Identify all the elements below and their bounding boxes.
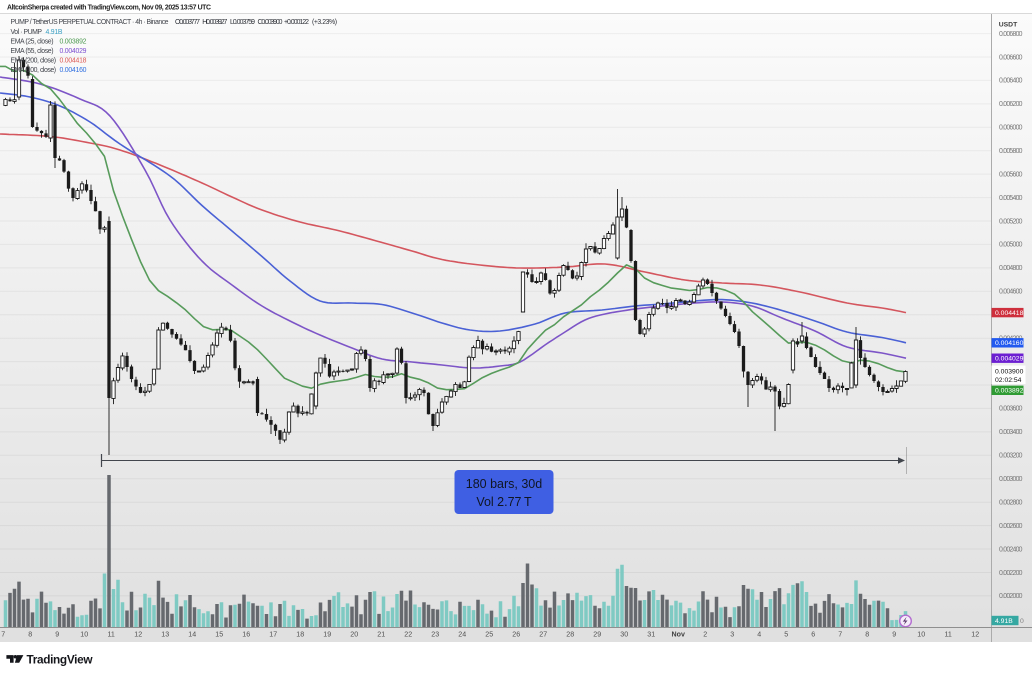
svg-text:9: 9 (892, 631, 896, 639)
svg-text:5: 5 (784, 631, 788, 639)
svg-text:4: 4 (757, 631, 761, 639)
svg-text:H0.003927: H0.003927 (202, 19, 227, 26)
svg-text:0.005200: 0.005200 (999, 218, 1023, 225)
svg-text:14: 14 (188, 631, 196, 639)
svg-text:(+3.23%): (+3.23%) (312, 19, 337, 26)
svg-text:EMA (25, close): EMA (25, close) (11, 38, 54, 45)
svg-text:+0.000122: +0.000122 (284, 19, 309, 26)
svg-text:0.004160: 0.004160 (60, 67, 87, 74)
svg-text:30: 30 (620, 631, 628, 639)
svg-text:8: 8 (28, 631, 32, 639)
svg-text:0.002200: 0.002200 (999, 570, 1023, 577)
svg-text:27: 27 (539, 631, 547, 639)
svg-text:13: 13 (161, 631, 169, 639)
svg-text:28: 28 (566, 631, 574, 639)
svg-text:0.004029: 0.004029 (995, 356, 1024, 363)
svg-text:24: 24 (458, 631, 466, 639)
svg-text:TradingView: TradingView (27, 652, 94, 666)
svg-text:0.006200: 0.006200 (999, 101, 1023, 108)
svg-text:23: 23 (431, 631, 439, 639)
svg-text:16: 16 (242, 631, 250, 639)
svg-text:AltcoinSherpa created with Tra: AltcoinSherpa created with TradingView.c… (7, 4, 211, 11)
svg-text:0.003892: 0.003892 (60, 38, 87, 45)
svg-text:O0.003777: O0.003777 (175, 19, 200, 26)
svg-text:12: 12 (971, 631, 979, 639)
svg-text:USDT: USDT (999, 22, 1018, 29)
svg-text:0.005000: 0.005000 (999, 242, 1023, 249)
svg-text:19: 19 (323, 631, 331, 639)
svg-text:0.005600: 0.005600 (999, 171, 1023, 178)
svg-text:EMA (200, close): EMA (200, close) (11, 57, 57, 64)
svg-text:22: 22 (404, 631, 412, 639)
svg-text:0.003200: 0.003200 (999, 453, 1023, 460)
svg-text:0.003900: 0.003900 (995, 369, 1024, 376)
svg-text:0.003400: 0.003400 (999, 429, 1023, 436)
svg-text:0.004160: 0.004160 (995, 340, 1024, 347)
svg-text:17: 17 (269, 631, 277, 639)
svg-text:20: 20 (350, 631, 358, 639)
svg-text:0.004418: 0.004418 (60, 57, 87, 64)
svg-text:0: 0 (1020, 618, 1024, 625)
svg-text:10: 10 (80, 631, 88, 639)
svg-text:0.002000: 0.002000 (999, 593, 1023, 600)
svg-text:0.004418: 0.004418 (995, 310, 1024, 317)
svg-text:6: 6 (811, 631, 815, 639)
svg-text:Vol · PUMP: Vol · PUMP (11, 29, 43, 36)
svg-text:2: 2 (703, 631, 707, 639)
svg-text:25: 25 (485, 631, 493, 639)
svg-text:0.005400: 0.005400 (999, 195, 1023, 202)
svg-text:PUMP / TetherUS PERPETUAL CONT: PUMP / TetherUS PERPETUAL CONTRACT · 4h … (11, 19, 169, 26)
svg-text:0.006400: 0.006400 (999, 78, 1023, 85)
svg-text:02:02:54: 02:02:54 (995, 377, 1022, 384)
svg-text:7: 7 (1, 631, 5, 639)
svg-text:0.004029: 0.004029 (60, 48, 87, 55)
svg-text:11: 11 (108, 631, 115, 639)
svg-text:29: 29 (593, 631, 601, 639)
svg-text:0.002800: 0.002800 (999, 500, 1023, 507)
svg-text:9: 9 (55, 631, 59, 639)
svg-text:12: 12 (134, 631, 142, 639)
svg-text:180 bars, 30d: 180 bars, 30d (466, 477, 542, 491)
svg-text:10: 10 (917, 631, 925, 639)
svg-text:0.006000: 0.006000 (999, 125, 1023, 132)
svg-text:0.003000: 0.003000 (999, 476, 1023, 483)
svg-text:18: 18 (296, 631, 304, 639)
svg-text:EMA (100, close): EMA (100, close) (11, 67, 57, 74)
svg-text:C0.003900: C0.003900 (258, 19, 283, 26)
svg-text:EMA (55, close): EMA (55, close) (11, 48, 54, 55)
svg-text:0.002400: 0.002400 (999, 546, 1023, 553)
svg-text:L0.003759: L0.003759 (230, 19, 255, 26)
svg-text:26: 26 (512, 631, 520, 639)
svg-text:4.91B: 4.91B (995, 618, 1013, 625)
svg-text:31: 31 (647, 631, 655, 639)
svg-text:4.91B: 4.91B (46, 29, 63, 36)
svg-text:0.004800: 0.004800 (999, 265, 1023, 272)
svg-text:8: 8 (865, 631, 869, 639)
svg-text:7: 7 (838, 631, 842, 639)
svg-text:0.002600: 0.002600 (999, 523, 1023, 530)
svg-text:0.004600: 0.004600 (999, 289, 1023, 296)
svg-text:11: 11 (945, 631, 952, 639)
svg-text:0.003600: 0.003600 (999, 406, 1023, 413)
svg-text:Nov: Nov (671, 631, 684, 639)
svg-text:0.003892: 0.003892 (995, 388, 1024, 395)
svg-text:0.006600: 0.006600 (999, 54, 1023, 61)
svg-text:0.005800: 0.005800 (999, 148, 1023, 155)
svg-text:0.006800: 0.006800 (999, 31, 1023, 38)
svg-text:Vol 2.77 T: Vol 2.77 T (476, 495, 532, 509)
svg-text:15: 15 (215, 631, 223, 639)
svg-text:3: 3 (730, 631, 734, 639)
svg-text:21: 21 (377, 631, 385, 639)
